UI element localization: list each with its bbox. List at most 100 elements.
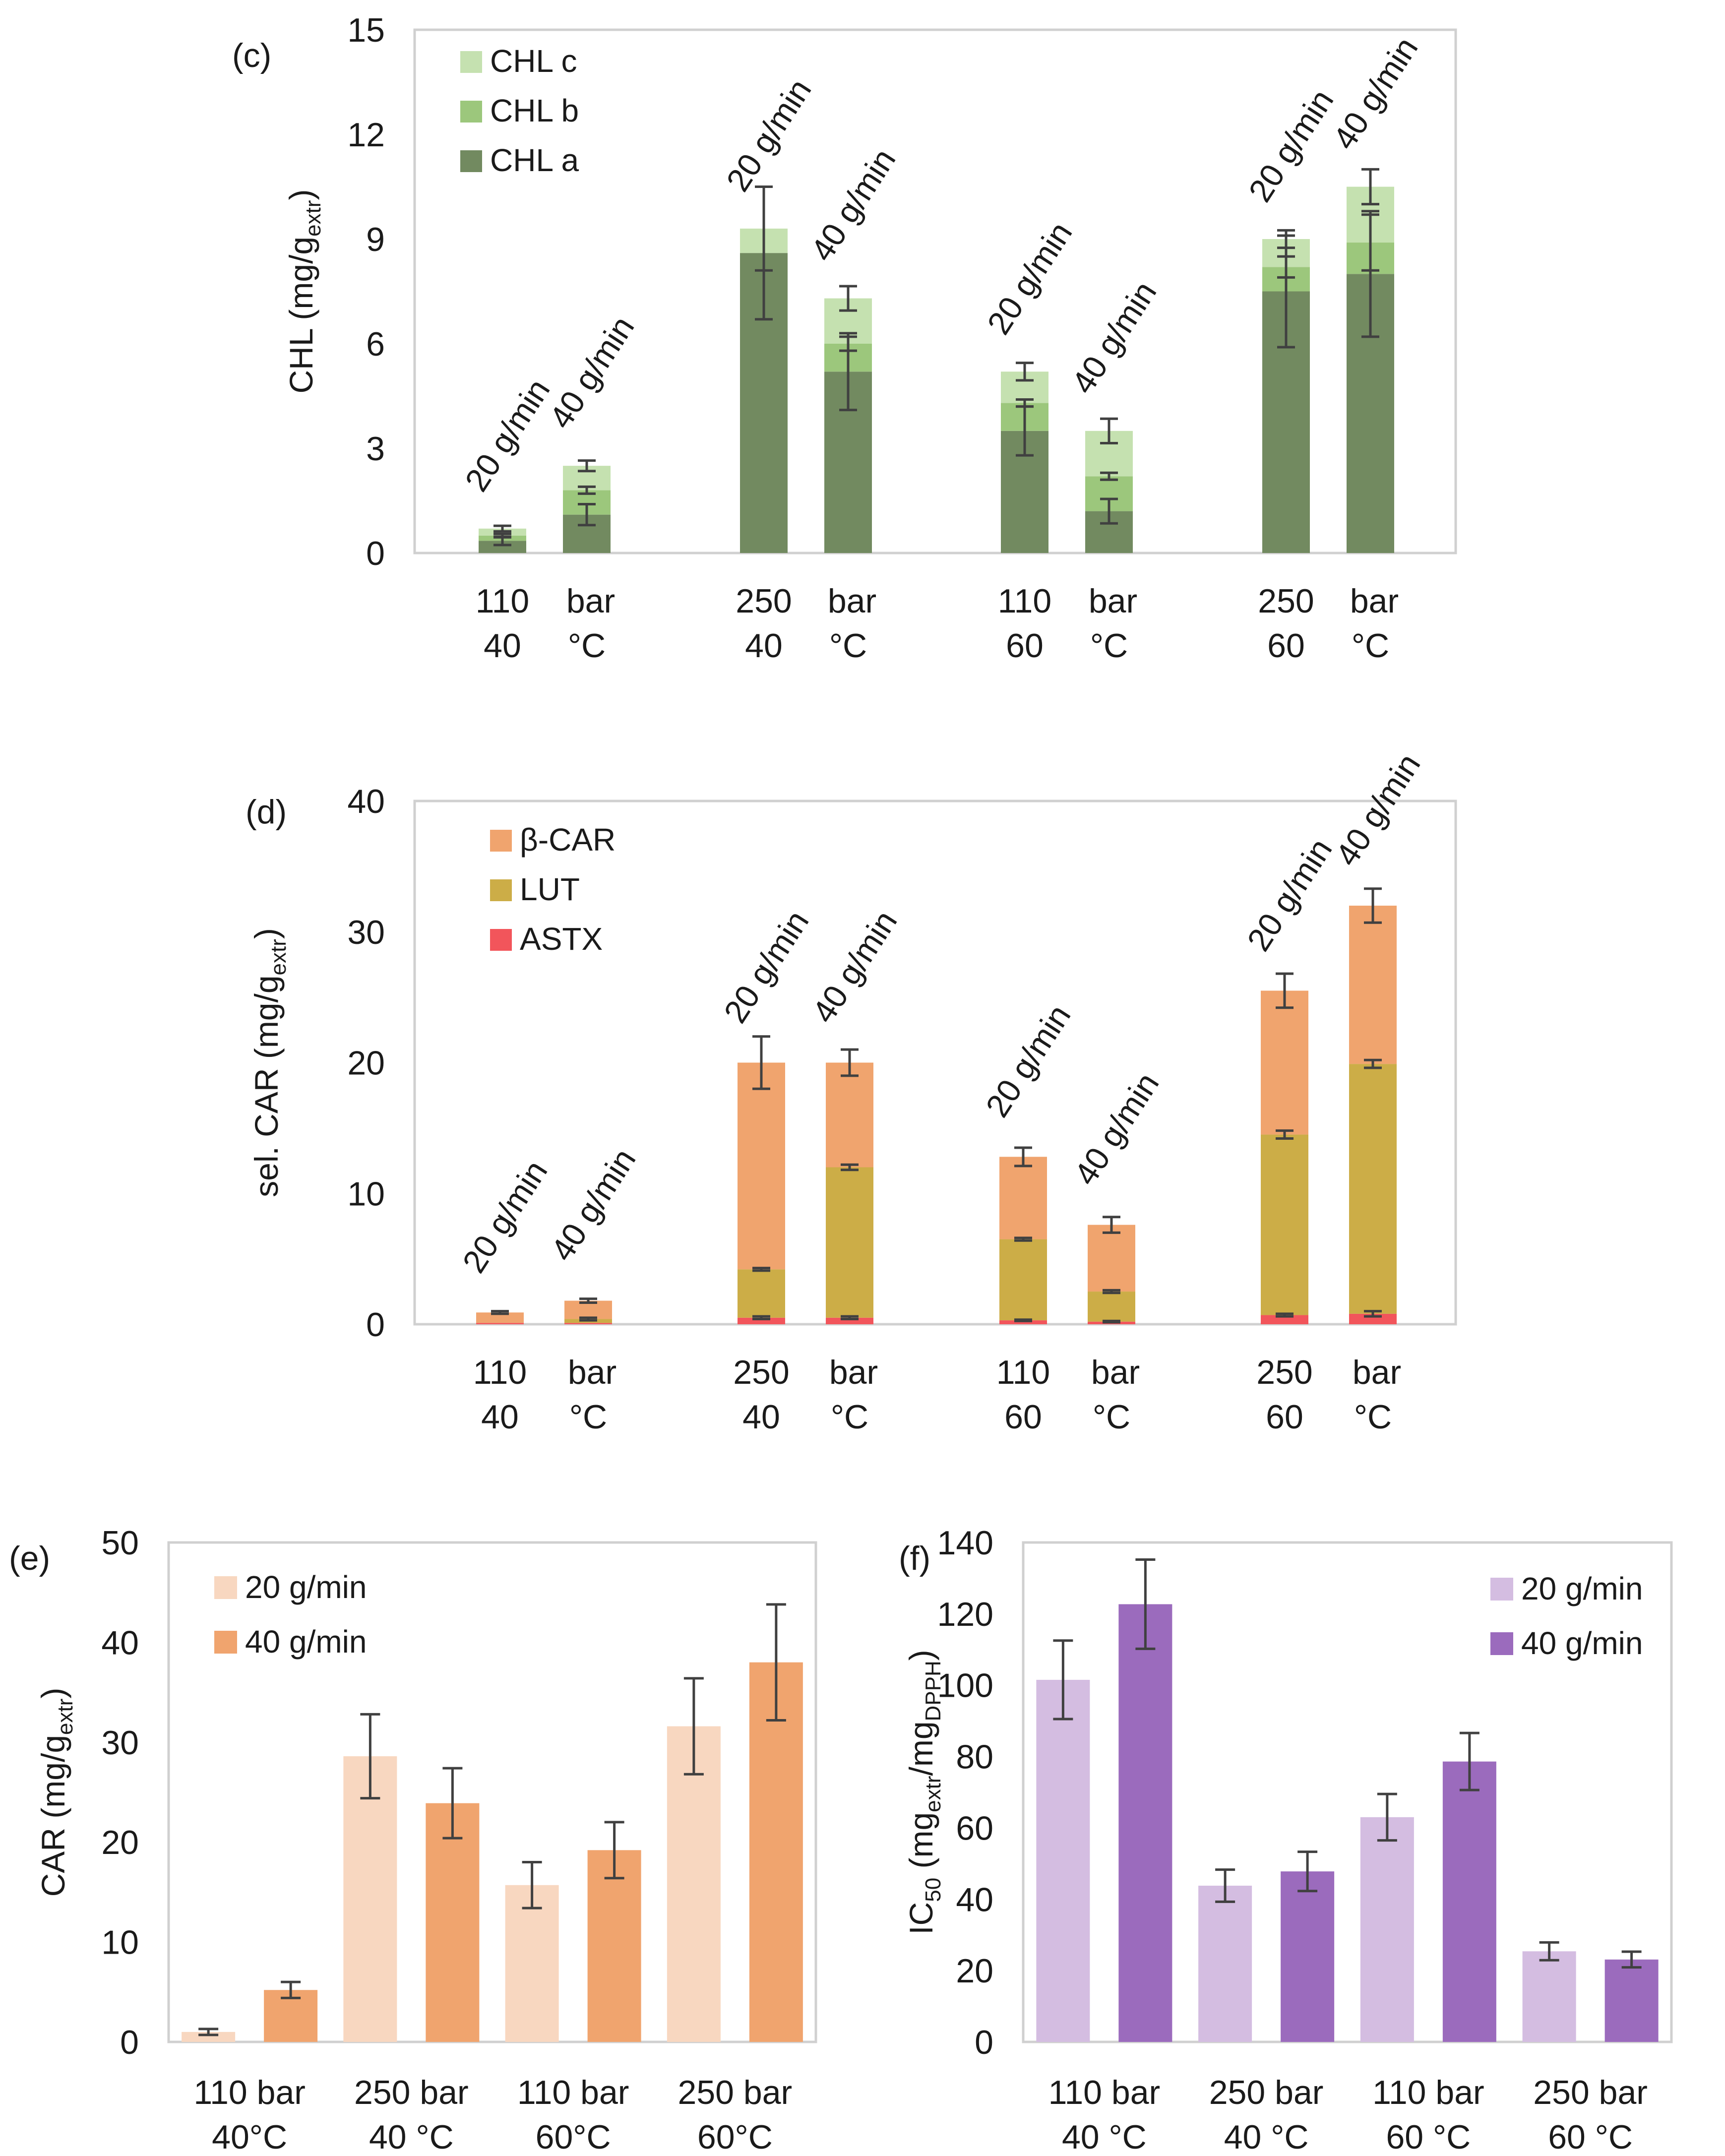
bar-40-g-min — [749, 1662, 803, 2042]
y-tick-label: 3 — [366, 430, 385, 468]
y-tick-label: 0 — [366, 1306, 385, 1344]
bar-40-g-min — [1604, 1959, 1659, 2042]
bar-segment-lut — [738, 1269, 785, 1318]
bar-flow-label: 20 g/min — [979, 998, 1078, 1123]
y-tick-label: 20 — [101, 1824, 139, 1861]
bar-flow-label: 20 g/min — [1240, 832, 1339, 957]
bar-20-g-min — [1360, 1817, 1414, 2042]
bar-flow-label: 20 g/min — [717, 904, 816, 1030]
y-tick-label: 40 — [956, 1881, 993, 1918]
y-tick-label: 0 — [975, 2024, 993, 2061]
bar-segment--car — [1261, 990, 1308, 1135]
x-tick-label: °C — [831, 1398, 868, 1436]
x-tick-label: 60 — [1266, 1398, 1303, 1436]
y-tick-label: 10 — [101, 1924, 139, 1962]
plot-area-frame — [413, 800, 1457, 1326]
bar-flow-label: 40 g/min — [542, 309, 641, 435]
x-tick-label: °C — [1090, 627, 1128, 665]
legend-swatch — [214, 1631, 237, 1654]
legend-label: LUT — [520, 871, 580, 907]
y-tick-label: 100 — [937, 1667, 993, 1705]
bar-segment-lut — [1349, 1064, 1397, 1314]
legend-swatch — [460, 51, 482, 73]
legend-swatch — [490, 879, 512, 901]
bar-segment-astx — [738, 1317, 785, 1324]
legend-swatch — [490, 830, 512, 852]
legend-label: 40 g/min — [1521, 1625, 1643, 1661]
y-tick-label: 9 — [366, 221, 385, 258]
x-tick-label: 60°C — [536, 2118, 611, 2156]
x-tick-label: bar — [566, 582, 615, 620]
y-axis-label: IC50 (mgextr/mgDPPH) — [903, 1650, 945, 1935]
bar-flow-label: 20 g/min — [458, 372, 557, 498]
bar-40-g-min — [1281, 1871, 1335, 2042]
bar-segment--car — [1088, 1225, 1135, 1292]
y-tick-label: 0 — [366, 535, 385, 572]
bar-flow-label: 40 g/min — [805, 904, 904, 1030]
x-tick-label: 110 bar — [1048, 2074, 1161, 2111]
bar-20-g-min — [1036, 1679, 1090, 2042]
bar-segment-astx — [1349, 1313, 1397, 1324]
legend-label: CHL c — [490, 43, 577, 79]
panel-label: (f) — [899, 1540, 930, 1577]
panel-f-ic50-bar-chart: (f) 0 20 40 60 80 100 120 140 IC50 (mgextr/mgDPPH… — [899, 1524, 1673, 2156]
bar-20-g-min — [343, 1756, 397, 2042]
x-tick-label: 60°C — [697, 2118, 773, 2156]
x-tick-label: 60 — [1267, 627, 1305, 665]
x-tick-label: 40°C — [212, 2118, 287, 2156]
bar-flow-label: 40 g/min — [544, 1142, 643, 1268]
y-axis-label: sel. CAR (mg/gextr) — [248, 928, 291, 1197]
x-tick-label: °C — [568, 627, 606, 665]
bar-40-g-min — [587, 1850, 641, 2042]
x-tick-label: 40 °C — [1224, 2118, 1309, 2156]
y-tick-label: 140 — [937, 1524, 993, 1562]
bar-segment-lut — [1261, 1134, 1308, 1315]
x-tick-label: 60 °C — [1386, 2118, 1471, 2156]
legend-swatch — [460, 150, 482, 172]
y-tick-label: 120 — [937, 1596, 993, 1633]
bar-segment-astx — [476, 1323, 524, 1324]
plot-area-frame — [1022, 1541, 1673, 2043]
y-tick-label: 30 — [101, 1724, 139, 1762]
y-tick-label: 60 — [956, 1809, 993, 1847]
bar-segment-lut — [999, 1239, 1047, 1321]
bar-20-g-min — [1198, 1885, 1252, 2042]
bar-flow-label: 20 g/min — [719, 72, 818, 198]
x-tick-label: bar — [828, 582, 876, 620]
x-tick-label: °C — [569, 1398, 607, 1436]
y-tick-label: 40 — [101, 1624, 139, 1662]
y-axis-label: CAR (mg/gextr) — [35, 1688, 77, 1897]
panel-label: (e) — [9, 1540, 50, 1577]
x-tick-label: 250 — [733, 1354, 789, 1391]
x-tick-label: bar — [568, 1354, 616, 1391]
bar-segment-lut — [826, 1167, 873, 1318]
x-tick-label: bar — [1353, 1354, 1401, 1391]
x-tick-label: 110 bar — [517, 2074, 629, 2111]
bar-40-g-min — [426, 1803, 480, 2042]
plot-area-frame — [167, 1541, 817, 2043]
x-tick-label: 40 — [481, 1398, 519, 1436]
bar-segment--car — [738, 1062, 785, 1270]
x-tick-label: 40 °C — [1062, 2118, 1147, 2156]
legend-label: CHL b — [490, 93, 579, 128]
x-tick-label: 250 bar — [678, 2074, 793, 2111]
y-tick-label: 6 — [366, 325, 385, 363]
x-tick-label: 250 — [1258, 582, 1314, 620]
x-tick-label: bar — [829, 1354, 878, 1391]
legend-swatch — [1490, 1632, 1513, 1655]
y-tick-label: 50 — [101, 1524, 139, 1562]
y-tick-label: 10 — [347, 1175, 385, 1213]
x-tick-label: °C — [1352, 627, 1389, 665]
y-tick-label: 0 — [120, 2024, 139, 2061]
bar-segment--car — [476, 1312, 524, 1323]
x-tick-label: bar — [1350, 582, 1399, 620]
x-tick-label: 40 — [745, 627, 783, 665]
bar-flow-label: 40 g/min — [1326, 31, 1425, 156]
y-tick-label: 20 — [347, 1045, 385, 1082]
x-tick-label: 40 — [742, 1398, 780, 1436]
bar-segment-astx — [564, 1323, 612, 1324]
x-tick-label: 60 — [1006, 627, 1044, 665]
bar-20-g-min — [1522, 1951, 1576, 2042]
